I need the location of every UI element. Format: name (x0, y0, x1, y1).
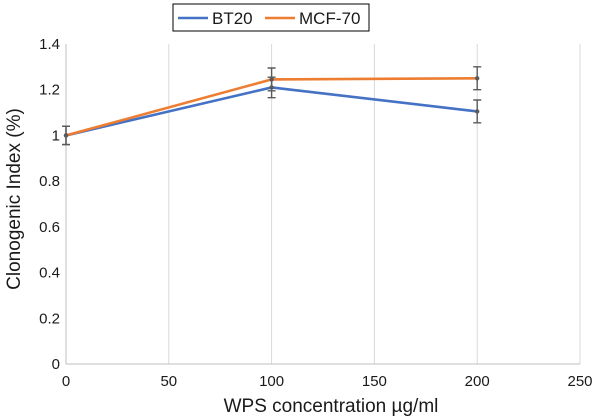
y-tick-labels: 0 0.2 0.4 0.6 0.8 1 1.2 1.4 (39, 36, 60, 373)
legend-label-bt20: BT20 (212, 9, 253, 28)
y-tick-label-3: 0.6 (39, 219, 60, 236)
data-point-mcf-70-1 (269, 77, 274, 82)
y-tick-label-5: 1 (52, 127, 60, 144)
y-tick-label-4: 0.8 (39, 173, 60, 190)
x-tick-label-0: 0 (62, 373, 70, 390)
y-tick-label-2: 0.4 (39, 265, 60, 282)
x-tick-label-2: 100 (259, 373, 284, 390)
y-tick-label-7: 1.4 (39, 36, 60, 53)
y-tick-label-6: 1.2 (39, 82, 60, 99)
grid-lines (168, 44, 581, 364)
y-axis-title: Clonogenic Index (%) (4, 108, 25, 290)
x-tick-label-4: 200 (465, 373, 490, 390)
x-tick-label-1: 50 (160, 373, 177, 390)
y-tick-label-1: 0.2 (39, 310, 60, 327)
error-bars (62, 66, 482, 146)
data-point-bt20-2 (475, 109, 480, 114)
legend: BT20 MCF-70 (172, 3, 370, 32)
y-tick-label-0: 0 (52, 356, 60, 373)
data-point-mcf-70-0 (63, 133, 69, 138)
legend-label-mcf-70: MCF-70 (299, 9, 360, 28)
x-tick-label-5: 250 (567, 373, 592, 390)
axes (65, 44, 580, 365)
data-point-mcf-70-2 (475, 76, 480, 81)
x-axis-title: WPS concentration µg/ml (224, 396, 439, 417)
x-tick-label-3: 150 (362, 373, 387, 390)
x-tick-labels: 0 50 100 150 200 250 (62, 373, 593, 390)
